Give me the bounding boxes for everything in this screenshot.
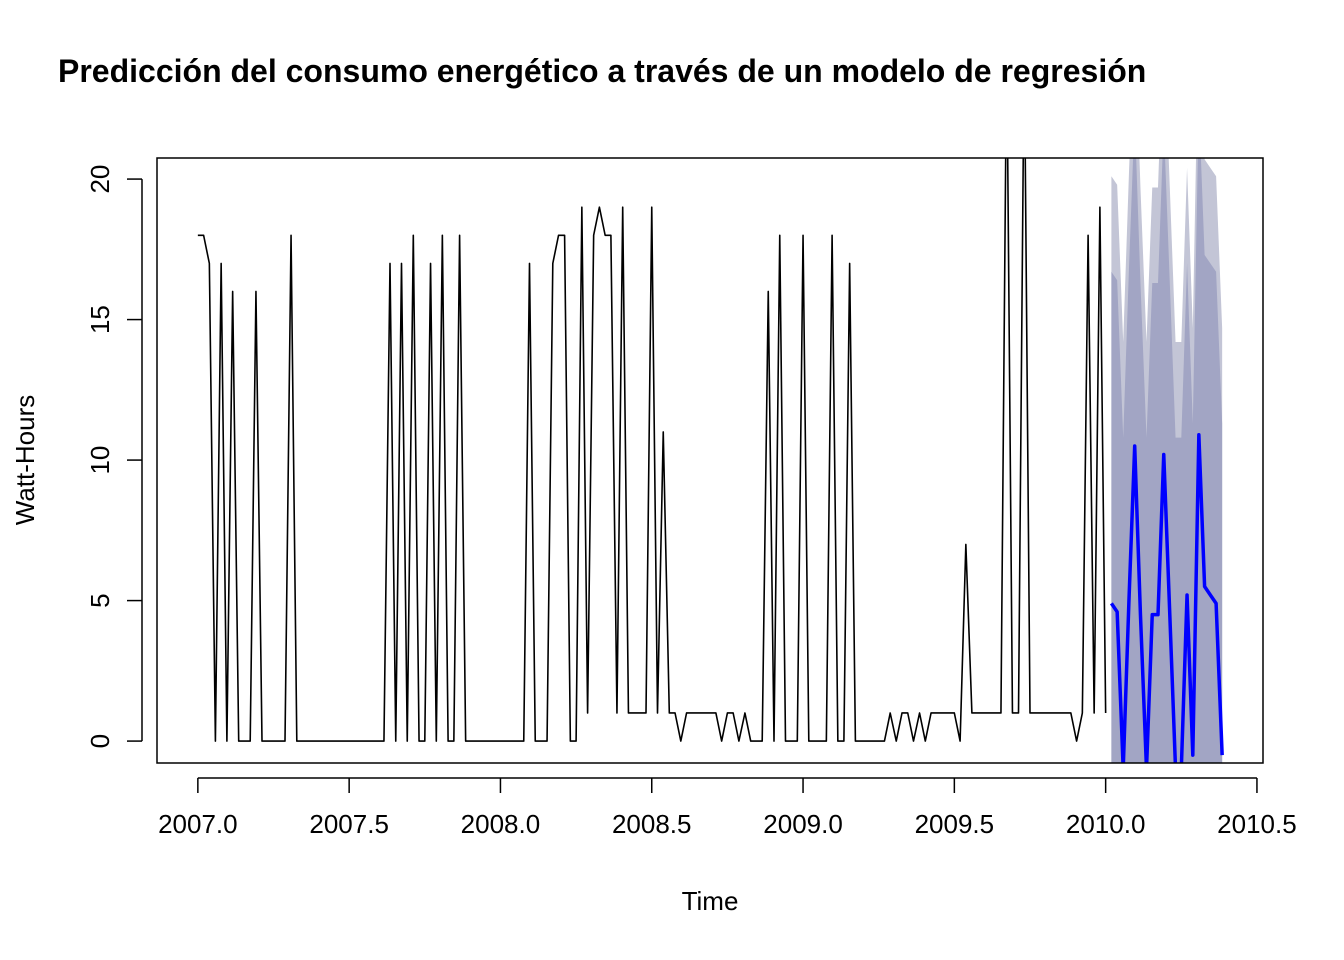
y-tick-label: 10 xyxy=(85,446,115,475)
x-tick-label: 2010.0 xyxy=(1066,809,1146,839)
series-line xyxy=(197,158,1107,742)
y-axis-label: Watt-Hours xyxy=(10,395,40,526)
series-line xyxy=(1109,433,1224,763)
x-tick-label: 2008.0 xyxy=(461,809,541,839)
chart-title: Predicción del consumo energético a trav… xyxy=(58,53,1146,89)
x-tick-label: 2008.5 xyxy=(612,809,692,839)
y-tick-label: 0 xyxy=(85,734,115,748)
x-tick-label: 2010.5 xyxy=(1217,809,1297,839)
plot-area xyxy=(197,158,1224,763)
x-tick-label: 2009.5 xyxy=(915,809,995,839)
plot-frame xyxy=(156,157,1264,764)
y-tick-label: 20 xyxy=(85,165,115,194)
y-tick-label: 5 xyxy=(85,593,115,607)
y-tick-label: 15 xyxy=(85,305,115,334)
x-tick-label: 2009.0 xyxy=(763,809,843,839)
x-axis-label: Time xyxy=(682,886,739,916)
x-tick-label: 2007.5 xyxy=(309,809,389,839)
x-tick-label: 2007.0 xyxy=(158,809,238,839)
